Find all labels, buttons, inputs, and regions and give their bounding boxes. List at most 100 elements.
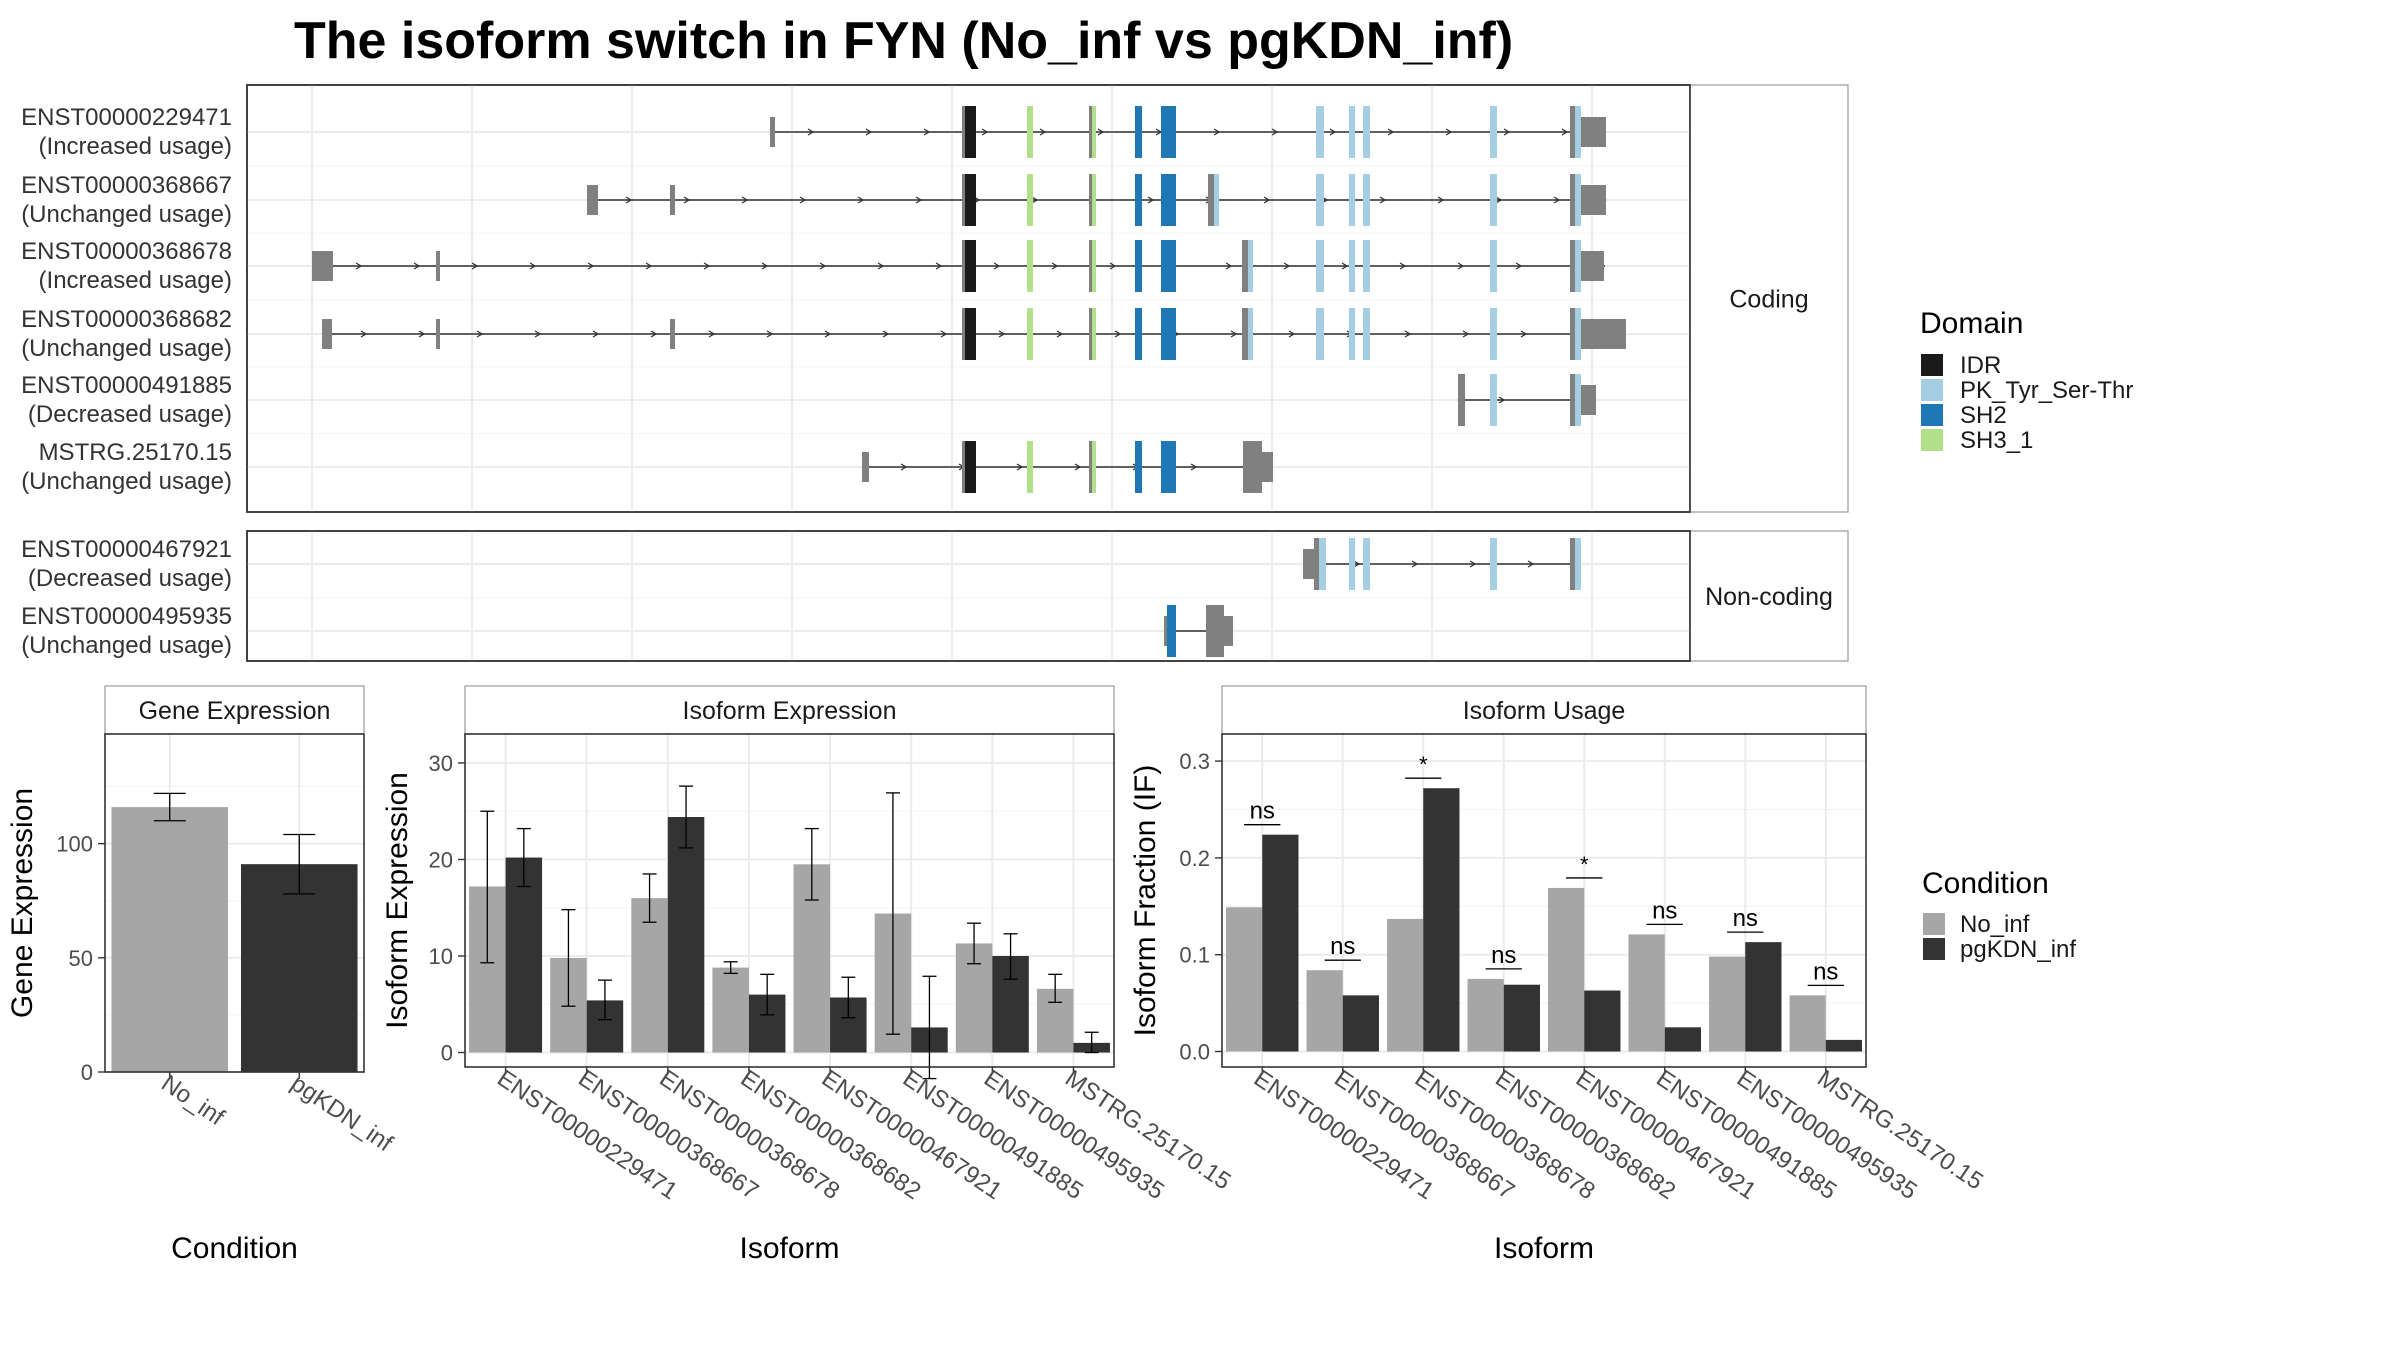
intron-arrow (592, 330, 600, 338)
domain-IDR (965, 240, 976, 292)
domain-legend-label: IDR (1960, 352, 2001, 379)
intron-arrow (1271, 128, 1279, 136)
intron-arrow (799, 196, 807, 204)
domain-PK_Tyr_Ser-Thr (1316, 106, 1324, 158)
utr-block (1581, 251, 1604, 281)
chart-strip (464, 685, 1115, 735)
exon-block (1242, 308, 1248, 360)
condition-legend-label: pgKDN_inf (1960, 936, 2076, 963)
domain-PK_Tyr_Ser-Thr (1490, 240, 1497, 292)
utr-block (1581, 185, 1606, 215)
intron-arrow (1114, 330, 1122, 338)
domain-legend-title: Domain (1920, 307, 2023, 340)
transcript-usage-label: (Decreased usage) (28, 565, 232, 592)
significance-label: * (1419, 752, 1428, 777)
exon-block (1314, 538, 1319, 590)
domain-legend-key (1921, 379, 1943, 401)
intron-arrow (1353, 560, 1361, 568)
domain-PK_Tyr_Ser-Thr (1490, 374, 1497, 426)
bar (111, 807, 229, 1072)
intron-arrow (1379, 196, 1387, 204)
domain-PK_Tyr_Ser-Thr (1575, 240, 1581, 292)
domain-legend-label: SH3_1 (1960, 427, 2033, 454)
transcript-usage-label: (Unchanged usage) (21, 632, 232, 659)
domain-PK_Tyr_Ser-Thr (1349, 308, 1355, 360)
exon-block (1206, 605, 1224, 657)
utr-block (1224, 616, 1233, 646)
intron-arrow (1561, 128, 1569, 136)
domain-PK_Tyr_Ser-Thr (1363, 308, 1370, 360)
intron-arrow (1074, 463, 1082, 471)
significance-label: ns (1491, 942, 1516, 969)
domain-PK_Tyr_Ser-Thr (1316, 174, 1324, 226)
figure-title: The isoform switch in FYN (No_inf vs pgK… (294, 12, 1513, 70)
exon-block (1208, 174, 1214, 226)
exon-block (1570, 308, 1575, 360)
domain-PK_Tyr_Ser-Thr (1575, 374, 1581, 426)
exon-block (1089, 441, 1092, 493)
intron-arrow (877, 262, 885, 270)
intron-arrow (360, 330, 368, 338)
intron-arrow (761, 262, 769, 270)
intron-arrow (865, 128, 873, 136)
intron-arrow (1520, 330, 1528, 338)
domain-legend-key (1921, 404, 1943, 426)
domain-PK_Tyr_Ser-Thr (1349, 174, 1355, 226)
transcript-id-label: ENST00000368678 (21, 238, 232, 265)
y-tick-label: 30 (429, 751, 453, 776)
panel-border (246, 84, 1691, 513)
intron-arrow (981, 128, 989, 136)
domain-SH3_1 (1092, 106, 1096, 158)
intron-arrow (900, 463, 908, 471)
y-tick-label: 100 (56, 832, 93, 857)
intron-arrow (1469, 560, 1477, 568)
intron-arrow (1503, 128, 1511, 136)
intron-arrow (413, 262, 421, 270)
bar (1548, 887, 1585, 1052)
x-axis-title: Isoform (739, 1232, 839, 1265)
panel-border (246, 530, 1691, 662)
utr-block (1303, 549, 1317, 579)
bar (1825, 1039, 1862, 1052)
panel-strip-label: Non-coding (1705, 583, 1833, 611)
bar (1387, 918, 1424, 1052)
domain-SH2 (1135, 308, 1142, 360)
intron-arrow (534, 330, 542, 338)
condition-legend-label: No_inf (1960, 911, 2030, 938)
domain-PK_Tyr_Ser-Thr (1490, 174, 1497, 226)
bar (667, 817, 705, 1053)
y-tick-label: 0.1 (1179, 943, 1210, 968)
bar (1628, 934, 1665, 1052)
domain-SH3_1 (1092, 174, 1096, 226)
domain-SH2 (1161, 174, 1176, 226)
exon-block (1089, 308, 1092, 360)
utr-block (862, 452, 869, 482)
exon-block (1243, 441, 1262, 493)
intron-arrow (1283, 262, 1291, 270)
bar (1342, 995, 1379, 1052)
significance-label: ns (1250, 798, 1275, 825)
intron-arrow (1387, 128, 1395, 136)
transcript-id-label: ENST00000229471 (21, 104, 232, 131)
utr-block (322, 319, 332, 349)
transcript-usage-label: (Unchanged usage) (21, 468, 232, 495)
intron-arrow (683, 196, 691, 204)
domain-PK_Tyr_Ser-Thr (1248, 240, 1253, 292)
bar (240, 864, 358, 1072)
intron-arrow (1404, 330, 1412, 338)
domain-SH2 (1161, 441, 1176, 493)
intron-arrow (1498, 396, 1506, 404)
exon-block (1570, 374, 1575, 426)
exon-block (1242, 240, 1248, 292)
intron-arrow (471, 262, 479, 270)
domain-SH2 (1135, 240, 1142, 292)
exon-block (1089, 240, 1092, 292)
utr-block (1581, 385, 1596, 415)
intron-arrow (1553, 196, 1561, 204)
bar (1467, 978, 1504, 1052)
plot-border (104, 733, 365, 1073)
domain-PK_Tyr_Ser-Thr (1363, 106, 1370, 158)
bar (1584, 990, 1621, 1052)
transcript-usage-label: (Increased usage) (39, 133, 232, 160)
